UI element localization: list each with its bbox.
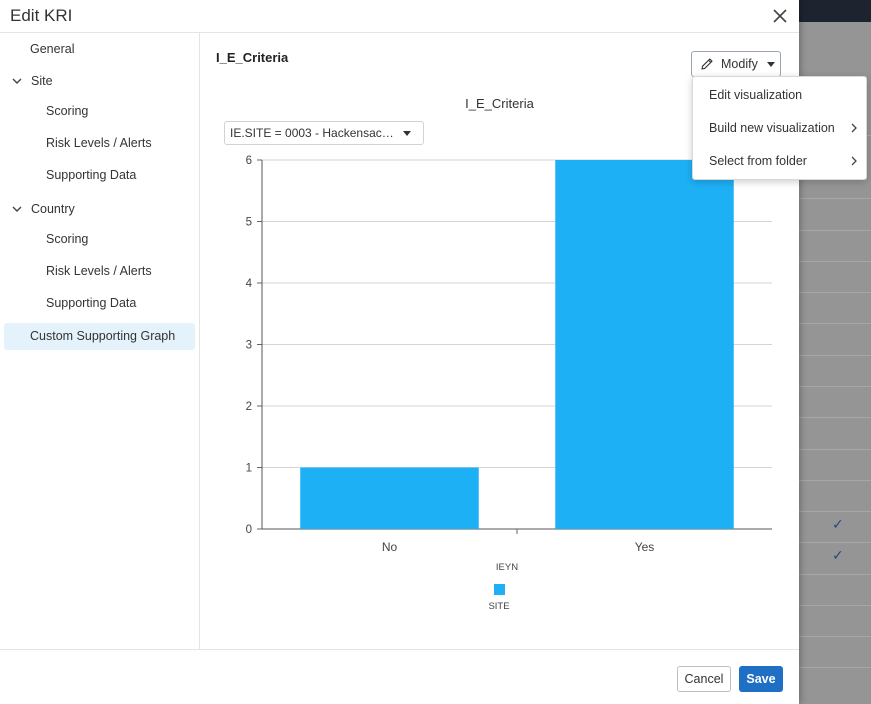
background-row-divider <box>799 667 871 668</box>
caret-down-icon <box>766 61 775 67</box>
sidebar: General Site Scoring Risk Levels / Alert… <box>0 33 200 649</box>
save-button[interactable]: Save <box>739 666 783 692</box>
dialog-title: Edit KRI <box>10 6 73 25</box>
sidebar-item-site-supporting-data[interactable]: Supporting Data <box>46 168 137 182</box>
check-icon: ✓ <box>832 516 844 532</box>
y-tick-label: 3 <box>246 340 252 352</box>
menu-item-select-from-folder[interactable]: Select from folder <box>693 145 866 178</box>
bar-no <box>300 467 479 529</box>
background-row-divider <box>799 386 871 387</box>
edit-kri-dialog: Edit KRI General Site Scoring Risk Level… <box>0 0 799 704</box>
background-row-divider <box>799 480 871 481</box>
chart-title: I_E_Criteria <box>465 96 534 111</box>
sidebar-group-country[interactable]: Country <box>11 202 75 216</box>
legend-swatch <box>494 584 505 595</box>
dialog-footer: Cancel Save <box>0 649 799 704</box>
chevron-down-icon <box>12 206 22 212</box>
close-icon <box>773 9 787 23</box>
background-row-divider <box>799 230 871 231</box>
sidebar-item-custom-supporting-graph[interactable]: Custom Supporting Graph <box>4 323 195 350</box>
check-icon: ✓ <box>832 547 844 563</box>
background-row-divider <box>799 574 871 575</box>
background-row-divider <box>799 261 871 262</box>
background-row-divider <box>799 636 871 637</box>
y-tick-label: 4 <box>246 278 253 290</box>
sidebar-item-site-risk-levels[interactable]: Risk Levels / Alerts <box>46 136 152 150</box>
background-row-divider <box>799 417 871 418</box>
cancel-button[interactable]: Cancel <box>677 666 731 692</box>
background-row-divider <box>799 605 871 606</box>
chevron-right-icon <box>851 156 857 166</box>
x-tick-label: No <box>382 540 398 554</box>
bar-chart: 0 1 2 3 4 5 6 No Yes IEYN SITE <box>246 155 772 612</box>
y-tick-label: 6 <box>246 155 252 167</box>
bar-yes <box>555 160 734 529</box>
background-row-divider <box>799 511 871 512</box>
background-row-divider <box>799 198 871 199</box>
main-panel: I_E_Criteria Modify I_E_Criteria 0 1 2 3 4 5 6… <box>200 33 799 649</box>
dialog-header: Edit KRI <box>0 0 799 33</box>
chevron-down-icon <box>12 78 22 84</box>
site-filter-value: IE.SITE = 0003 - Hackensack Meridian Hea… <box>230 126 395 140</box>
chevron-right-icon <box>851 123 857 133</box>
x-tick-label: Yes <box>635 540 655 554</box>
sidebar-item-country-scoring[interactable]: Scoring <box>46 232 89 246</box>
close-button[interactable] <box>770 6 790 26</box>
site-filter-dropdown[interactable]: IE.SITE = 0003 - Hackensack Meridian Hea… <box>224 121 424 145</box>
menu-item-build-new-visualization[interactable]: Build new visualization <box>693 112 866 145</box>
modify-menu: Edit visualization Build new visualizati… <box>692 76 867 180</box>
pencil-icon <box>701 58 713 70</box>
sidebar-item-country-supporting-data[interactable]: Supporting Data <box>46 296 137 310</box>
background-row-divider <box>799 355 871 356</box>
sidebar-group-label: Site <box>31 74 53 88</box>
background-row-divider <box>799 449 871 450</box>
menu-item-label: Build new visualization <box>709 121 835 135</box>
menu-item-edit-visualization[interactable]: Edit visualization <box>693 79 866 112</box>
background-row-divider <box>799 323 871 324</box>
menu-item-label: Edit visualization <box>709 88 803 102</box>
sidebar-item-site-scoring[interactable]: Scoring <box>46 104 89 118</box>
caret-down-icon <box>403 131 411 136</box>
menu-item-label: Select from folder <box>709 154 807 168</box>
legend-label: SITE <box>488 601 509 612</box>
sidebar-item-general[interactable]: General <box>30 42 75 56</box>
y-tick-label: 1 <box>246 463 252 475</box>
sidebar-group-label: Country <box>31 202 75 216</box>
background-row-divider <box>799 542 871 543</box>
background-row-divider <box>799 292 871 293</box>
y-tick-label: 5 <box>246 217 252 229</box>
y-tick-label: 0 <box>246 524 252 536</box>
sidebar-item-country-risk-levels[interactable]: Risk Levels / Alerts <box>46 264 152 278</box>
modify-button[interactable]: Modify <box>691 51 781 77</box>
x-axis-label: IEYN <box>496 562 518 573</box>
panel-title: I_E_Criteria <box>216 50 289 65</box>
modify-button-label: Modify <box>721 57 758 71</box>
y-tick-label: 2 <box>246 401 252 413</box>
sidebar-group-site[interactable]: Site <box>11 74 53 88</box>
